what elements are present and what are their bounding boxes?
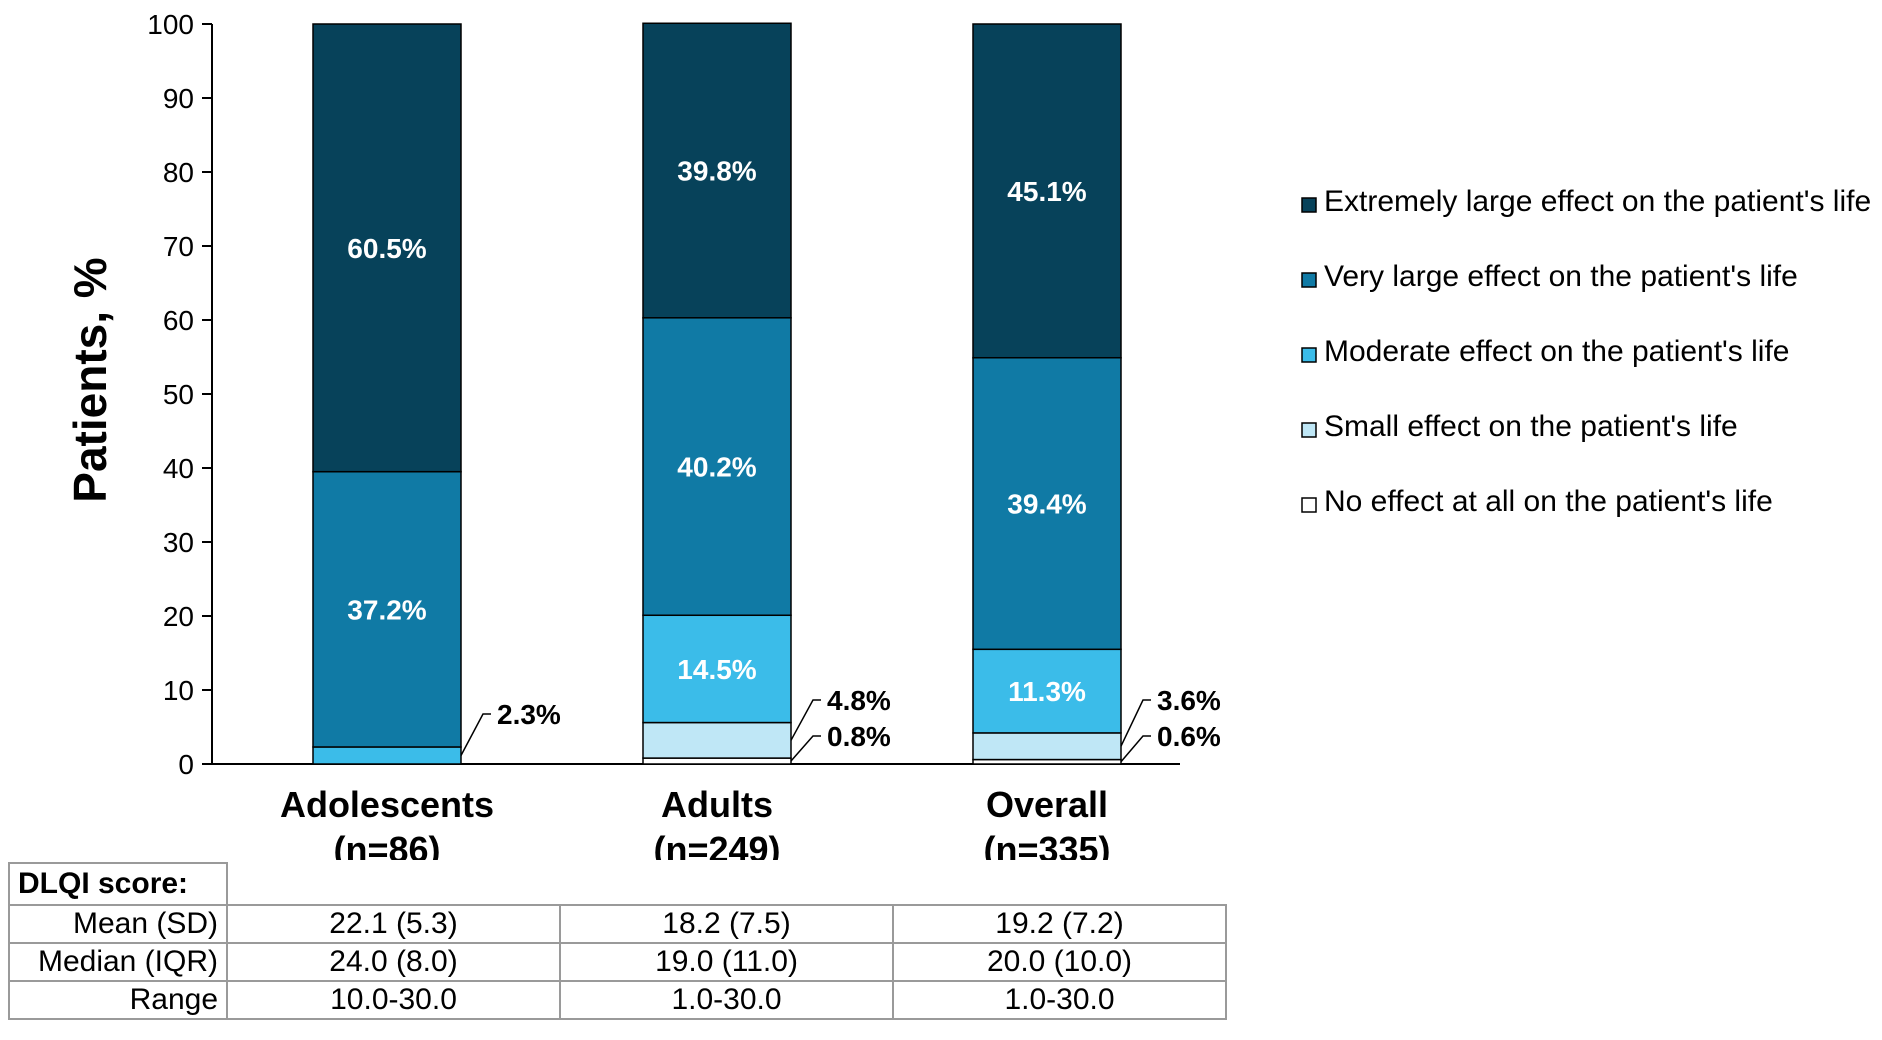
row-label: Range xyxy=(8,980,228,1020)
category-name-label: Adolescents xyxy=(280,784,494,825)
table-cell: 10.0-30.0 xyxy=(226,980,561,1020)
table-cell: 1.0-30.0 xyxy=(559,980,894,1020)
segment-value-label: 60.5% xyxy=(347,233,426,264)
bar-segment xyxy=(642,22,792,319)
bar-segment xyxy=(312,470,462,748)
legend-entry-label: Moderate effect on the patient's life xyxy=(1324,335,1789,368)
y-tick-label: 40 xyxy=(163,453,194,484)
legend-entry-label: Extremely large effect on the patient's … xyxy=(1324,185,1871,218)
y-tick-label: 100 xyxy=(147,9,194,40)
callout-leader-line xyxy=(790,735,821,762)
table-row: Range 10.0-30.0 1.0-30.0 1.0-30.0 xyxy=(8,980,1227,1020)
y-tick-label: 20 xyxy=(163,601,194,632)
y-tick-label: 10 xyxy=(163,675,194,706)
segment-value-label: 14.5% xyxy=(677,654,756,685)
callout-labels: 2.3% 0.8% 4.8% 0.6% 3.6% xyxy=(460,685,1221,763)
y-tick-label: 50 xyxy=(163,379,194,410)
row-label: Median (IQR) xyxy=(8,942,228,982)
legend-entry-label: Small effect on the patient's life xyxy=(1324,410,1738,443)
table-cell: 22.1 (5.3) xyxy=(226,904,561,944)
category-n-label: (n=335) xyxy=(983,829,1110,860)
legend-entry-label: No effect at all on the patient's life xyxy=(1324,485,1773,518)
table-heading-row: DLQI score: xyxy=(8,862,1226,906)
legend-swatch xyxy=(1301,272,1317,288)
table-heading: DLQI score: xyxy=(8,862,228,906)
segment-value-label: 11.3% xyxy=(1008,676,1086,707)
legend-swatch xyxy=(1301,197,1317,213)
y-tick-label: 70 xyxy=(163,231,194,262)
bar-segment xyxy=(972,23,1122,359)
bar-segment xyxy=(972,356,1122,651)
row-label: Mean (SD) xyxy=(8,904,228,944)
bar-segment xyxy=(312,746,462,765)
legend-swatch xyxy=(1301,422,1317,438)
callout-value-label: 3.6% xyxy=(1157,685,1221,716)
callout-value-label: 0.8% xyxy=(827,721,891,752)
y-axis: 0 10 20 30 40 50 60 70 80 90 100 xyxy=(147,9,1180,780)
segment-value-label: 40.2% xyxy=(677,452,756,483)
category-name-label: Adults xyxy=(661,784,773,825)
callout-leader-line xyxy=(1120,699,1151,747)
callout-leader-line xyxy=(460,713,491,756)
bar-segment xyxy=(642,721,792,759)
callout-leader-line xyxy=(1120,735,1151,763)
bar-segment xyxy=(642,317,792,617)
bar-segment xyxy=(642,757,792,765)
table-cell: 19.0 (11.0) xyxy=(559,942,894,982)
table-row: Median (IQR) 24.0 (8.0) 19.0 (11.0) 20.0… xyxy=(8,942,1227,982)
category-name-label: Overall xyxy=(986,784,1108,825)
bar-segment xyxy=(642,614,792,724)
bar-segment xyxy=(972,732,1122,761)
y-tick-label: 60 xyxy=(163,305,194,336)
category-n-label: (n=86) xyxy=(333,829,440,860)
bars: 37.2% 60.5% 14.5% 40.2% 39.8% 11.3% 39.4% 45.1% xyxy=(312,22,1122,765)
table-cell: 20.0 (10.0) xyxy=(892,942,1227,982)
y-tick-label: 30 xyxy=(163,527,194,558)
callout-value-label: 2.3% xyxy=(497,699,561,730)
segment-value-label: 45.1% xyxy=(1007,176,1086,207)
table-cell: 1.0-30.0 xyxy=(892,980,1227,1020)
y-tick-label: 0 xyxy=(178,749,194,780)
category-n-label: (n=249) xyxy=(653,829,780,860)
x-axis-categories: Adolescents (n=86) Adults (n=249) Overall (n=… xyxy=(280,784,1111,860)
y-tick-label: 80 xyxy=(163,157,194,188)
segment-value-label: 39.8% xyxy=(677,156,756,187)
table-cell: 19.2 (7.2) xyxy=(892,904,1227,944)
bar-segment xyxy=(312,23,462,473)
legend-swatch xyxy=(1301,347,1317,363)
callout-value-label: 0.6% xyxy=(1157,721,1221,752)
segment-value-label: 37.2% xyxy=(347,594,426,625)
y-tick-label: 90 xyxy=(163,83,194,114)
segment-value-label: 39.4% xyxy=(1007,489,1086,520)
callout-leader-line xyxy=(790,699,821,741)
table-cell: 18.2 (7.5) xyxy=(559,904,894,944)
stacked-bar-chart: 0 10 20 30 40 50 60 70 80 90 100 37.2% 60.5% 14.5% 40… xyxy=(64,9,1871,860)
legend-swatch xyxy=(1301,497,1317,513)
table-row: Mean (SD) 22.1 (5.3) 18.2 (7.5) 19.2 (7.… xyxy=(8,904,1227,944)
legend: Extremely large effect on the patient's … xyxy=(1301,185,1871,518)
legend-entry-label: Very large effect on the patient's life xyxy=(1324,260,1798,293)
table-cell: 24.0 (8.0) xyxy=(226,942,561,982)
y-axis-label: Patients, % xyxy=(64,257,116,502)
bar-segment xyxy=(972,648,1122,734)
dlqi-score-table: DLQI score: Mean (SD) 22.1 (5.3) 18.2 (7… xyxy=(8,862,1227,1020)
callout-value-label: 4.8% xyxy=(827,685,891,716)
